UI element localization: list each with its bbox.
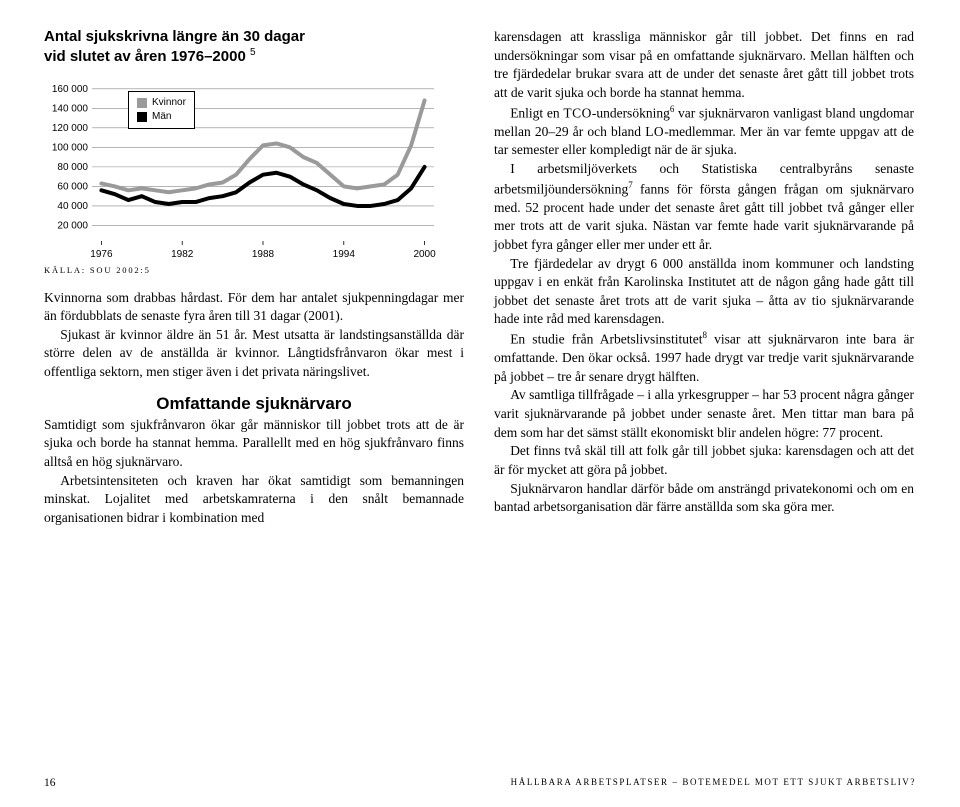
left-p2: Sjukast är kvinnor äldre än 51 år. Mest … [44,326,464,382]
chart-title: Antal sjukskrivna längre än 30 dagar vid… [44,28,464,67]
running-head: HÅLLBARA ARBETSPLATSER – BOTEMEDEL MOT E… [511,777,916,789]
svg-text:120 000: 120 000 [52,122,89,133]
right-column: karensdagen att krassliga människor går … [494,28,914,758]
right-p8: Sjuknärvaron handlar därför både om anst… [494,480,914,517]
svg-text:80 000: 80 000 [57,161,88,172]
svg-text:1976: 1976 [90,249,113,260]
page-footer: 16 HÅLLBARA ARBETSPLATSER – BOTEMEDEL MO… [44,777,916,789]
right-p3: I arbetsmiljöverkets och Statistiska cen… [494,160,914,255]
legend-item-man: Män [137,110,186,124]
svg-text:160 000: 160 000 [52,83,89,94]
left-p1: Kvinnorna som drabbas hårdast. För dem h… [44,289,464,326]
svg-text:2000: 2000 [413,249,436,260]
chart-svg: 20 000 40 000 60 000 80 000 100 000 120 000 14… [44,73,440,263]
page-content: Antal sjukskrivna längre än 30 dagar vid… [44,28,916,758]
chart-source: KÄLLA: SOU 2002:5 [44,265,464,275]
right-p6: Av samtliga tillfrågade – i alla yrkesgr… [494,386,914,442]
svg-text:1994: 1994 [333,249,356,260]
left-p4: Arbetsintensiteten och kraven har ökat s… [44,472,464,528]
page-number: 16 [44,777,56,789]
legend-label-man: Män [152,110,171,124]
left-column: Antal sjukskrivna längre än 30 dagar vid… [44,28,464,758]
right-p4: Tre fjärdedelar av drygt 6 000 anställda… [494,255,914,330]
right-p7: Det finns två skäl till att folk går til… [494,442,914,479]
chart-footnote-marker: 5 [250,47,256,58]
chart-title-line-1: Antal sjukskrivna längre än 30 dagar [44,28,305,45]
svg-text:60 000: 60 000 [57,181,88,192]
chart-block: Antal sjukskrivna längre än 30 dagar vid… [44,28,464,275]
legend-swatch-man [137,112,147,122]
left-p3: Samtidigt som sjukfrånvaron ökar går män… [44,416,464,472]
right-p5: En studie från Arbetslivsinstitutet8 vis… [494,329,914,386]
svg-text:140 000: 140 000 [52,103,89,114]
legend-label-kvinnor: Kvinnor [152,96,186,110]
chart-legend: Kvinnor Män [128,91,195,129]
line-chart: 20 000 40 000 60 000 80 000 100 000 120 000 14… [44,73,440,263]
svg-text:1988: 1988 [252,249,275,260]
legend-swatch-kvinnor [137,98,147,108]
subhead-sjuknarvaro: Omfattande sjuknärvaro [44,394,464,414]
svg-text:40 000: 40 000 [57,200,88,211]
right-p2: Enligt en TCO-undersökning6 var sjuknärv… [494,103,914,160]
legend-item-kvinnor: Kvinnor [137,96,186,110]
chart-title-line-2: vid slutet av åren 1976–2000 [44,48,246,65]
svg-text:1982: 1982 [171,249,194,260]
right-p1: karensdagen att krassliga människor går … [494,28,914,103]
svg-text:20 000: 20 000 [57,220,88,231]
svg-text:100 000: 100 000 [52,142,89,153]
